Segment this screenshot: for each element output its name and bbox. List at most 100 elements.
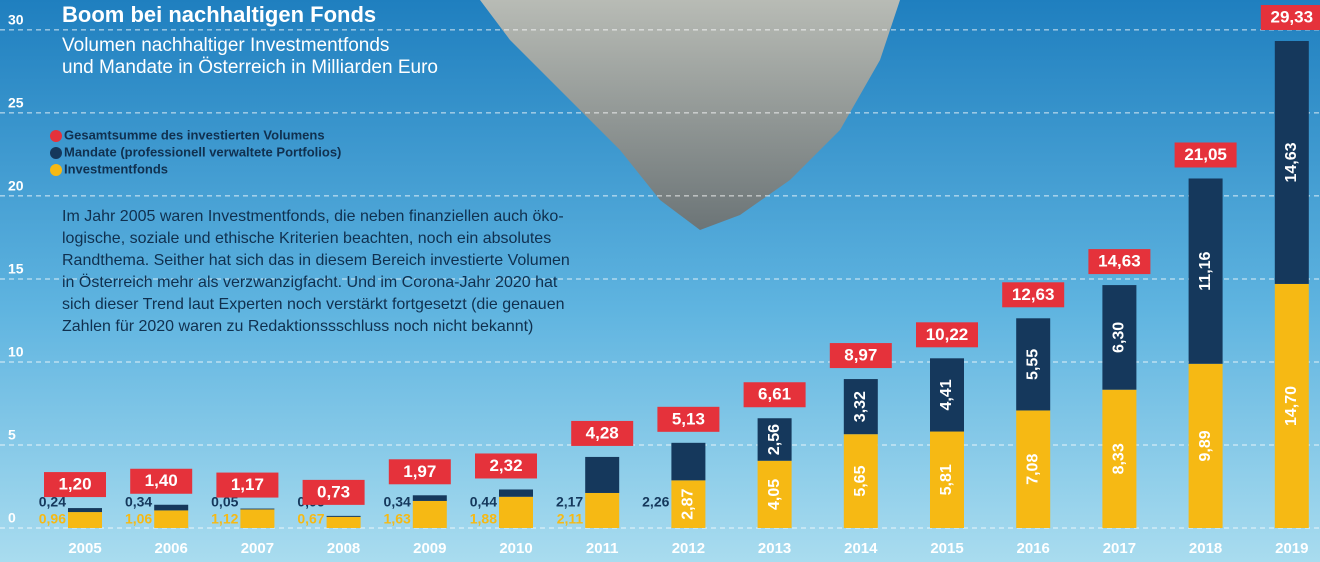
bar-segment xyxy=(326,515,361,517)
legend-label: Mandate (professionell verwaltete Portfo… xyxy=(64,144,341,159)
legend-label: Gesamtsumme des investierten Volumens xyxy=(64,127,325,142)
x-tick-label: 2012 xyxy=(672,540,705,557)
total-label-box xyxy=(1174,142,1237,168)
total-label: 1,20 xyxy=(58,475,91,494)
total-label: 4,28 xyxy=(586,423,619,442)
bar-segment xyxy=(154,504,189,511)
value-label: 9,89 xyxy=(1197,430,1214,461)
total-label-box xyxy=(571,420,634,446)
value-label: 7,08 xyxy=(1024,454,1041,485)
bar-segment xyxy=(1016,410,1051,528)
value-label: 1,06 xyxy=(125,511,152,527)
bar-segment xyxy=(585,456,620,493)
annotation: logische, soziale und ethische Kriterien… xyxy=(62,230,551,247)
bar-segment xyxy=(68,512,102,528)
total-label: 12,63 xyxy=(1012,285,1055,304)
x-tick-label: 2006 xyxy=(155,540,188,557)
value-label: 1,12 xyxy=(211,511,238,527)
x-tick-label: 2009 xyxy=(413,540,446,557)
total-label-box xyxy=(1260,5,1320,31)
y-tick-label: 20 xyxy=(8,178,24,194)
bar-segment xyxy=(843,379,878,435)
legend-marker xyxy=(50,164,62,176)
bar-segment xyxy=(930,358,964,432)
island-image xyxy=(480,0,900,230)
value-label: 1,63 xyxy=(384,511,411,527)
value-label: 0,67 xyxy=(297,511,324,527)
x-tick-label: 2014 xyxy=(844,540,878,557)
value-label: 3,32 xyxy=(852,391,869,422)
x-tick-label: 2018 xyxy=(1189,540,1222,557)
bar-segment xyxy=(1102,285,1137,390)
annotation: Zahlen für 2020 waren zu Redaktionssschl… xyxy=(62,318,533,335)
bar-segment xyxy=(412,500,447,528)
total-label: 10,22 xyxy=(926,325,969,344)
total-label: 1,97 xyxy=(403,462,436,481)
value-label: 0,34 xyxy=(384,494,411,510)
value-label: 6,30 xyxy=(1111,322,1128,353)
annotation: sich dieser Trend laut Experten noch ver… xyxy=(62,296,565,313)
bar-segment xyxy=(757,418,792,461)
total-label-box xyxy=(1088,249,1151,275)
bar-segment xyxy=(326,516,361,528)
annotation: Randthema. Seither hat sich das in diese… xyxy=(62,252,570,269)
bar-segment xyxy=(499,496,533,528)
value-label: 4,05 xyxy=(766,479,783,510)
bar-segment xyxy=(671,442,706,481)
bar-segment xyxy=(68,508,102,513)
bar-segment xyxy=(1274,41,1309,284)
value-label: 2,11 xyxy=(557,511,584,527)
total-label: 0,73 xyxy=(317,482,350,501)
y-tick-label: 15 xyxy=(8,261,24,277)
subtitle: Volumen nachhaltiger Investmentfonds xyxy=(62,35,389,56)
value-label: 14,70 xyxy=(1283,386,1300,426)
total-label-box xyxy=(916,322,978,348)
value-label: 2,56 xyxy=(766,424,783,455)
total-label-box xyxy=(743,382,806,408)
bar-segment xyxy=(585,492,620,528)
x-tick-label: 2013 xyxy=(758,540,791,557)
value-label: 1,88 xyxy=(470,511,497,527)
total-label-box xyxy=(475,453,537,479)
value-label: 11,16 xyxy=(1197,251,1214,290)
total-label: 29,33 xyxy=(1271,7,1314,26)
total-label: 1,17 xyxy=(231,475,264,494)
bar-segment xyxy=(412,495,447,501)
bar-segment xyxy=(1102,389,1137,528)
value-label: 0,24 xyxy=(39,494,66,510)
value-label: 0,44 xyxy=(470,494,497,510)
subtitle: und Mandate in Österreich in Milliarden … xyxy=(62,57,438,78)
bar-segment xyxy=(240,509,275,528)
total-label: 2,32 xyxy=(489,456,522,475)
total-label: 8,97 xyxy=(844,346,877,365)
total-label-box xyxy=(829,343,892,369)
bar-segment xyxy=(1274,283,1309,528)
value-label: 5,81 xyxy=(938,464,955,495)
value-label: 2,87 xyxy=(680,489,697,520)
bar-segment xyxy=(154,510,189,528)
x-tick-label: 2010 xyxy=(499,540,532,557)
y-tick-label: 5 xyxy=(8,427,16,443)
value-label: 5,55 xyxy=(1024,349,1041,380)
x-tick-label: 2017 xyxy=(1103,540,1136,557)
total-label: 5,13 xyxy=(672,409,705,428)
value-label: 2,17 xyxy=(556,494,583,510)
annotation: Im Jahr 2005 waren Investmentfonds, die … xyxy=(62,208,564,225)
y-tick-label: 25 xyxy=(8,95,24,111)
total-label-box xyxy=(130,468,193,494)
x-tick-label: 2015 xyxy=(930,540,963,557)
total-label: 1,40 xyxy=(145,471,178,490)
total-label-box xyxy=(1002,282,1065,308)
total-label-box xyxy=(44,472,106,498)
total-label: 21,05 xyxy=(1184,145,1227,164)
value-label: 5,65 xyxy=(852,465,869,496)
chart-title: Boom bei nachhaltigen Fonds xyxy=(62,2,376,27)
value-label: 8,33 xyxy=(1111,443,1128,474)
x-tick-label: 2005 xyxy=(68,540,101,557)
value-label: 14,63 xyxy=(1283,142,1300,182)
annotation: in Österreich mehr als verzwanzigfacht. … xyxy=(62,273,558,291)
value-label: 0,05 xyxy=(211,494,238,510)
bar-segment xyxy=(671,480,706,528)
x-tick-label: 2016 xyxy=(1017,540,1050,557)
